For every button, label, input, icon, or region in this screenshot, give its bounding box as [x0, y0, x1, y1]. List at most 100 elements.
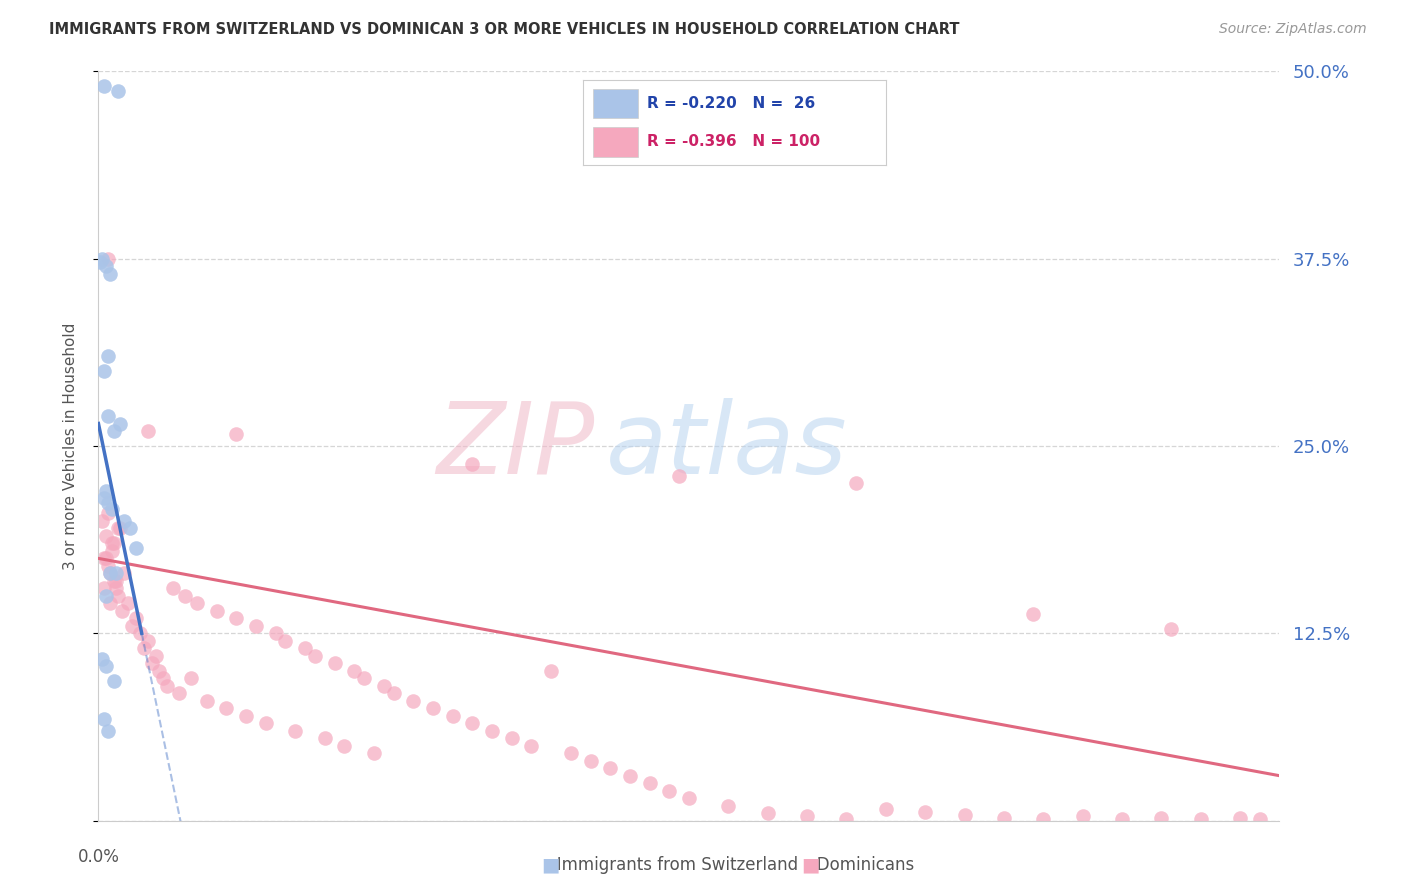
- Point: [343, 664, 366, 678]
- Point: [304, 648, 326, 663]
- Point: [245, 619, 267, 633]
- Point: [205, 604, 228, 618]
- Point: [97, 507, 120, 521]
- Point: [461, 716, 484, 731]
- Point: [125, 611, 148, 625]
- Point: [284, 723, 307, 738]
- Point: [658, 783, 681, 797]
- Point: [125, 541, 148, 555]
- Point: [97, 496, 120, 510]
- Point: [180, 671, 202, 685]
- Point: [132, 641, 155, 656]
- Point: [579, 754, 602, 768]
- Text: atlas: atlas: [606, 398, 848, 494]
- Point: [141, 657, 163, 671]
- Point: [98, 596, 121, 610]
- Point: [101, 544, 124, 558]
- Point: [156, 679, 179, 693]
- Point: [108, 521, 131, 535]
- Point: [294, 641, 316, 656]
- Point: [1071, 809, 1094, 823]
- Point: [91, 652, 114, 666]
- Point: [107, 521, 129, 535]
- Point: [93, 712, 115, 726]
- Point: [103, 536, 125, 550]
- Point: [98, 566, 121, 581]
- Point: [105, 582, 128, 596]
- Point: [107, 589, 129, 603]
- Point: [105, 574, 128, 588]
- Point: [101, 502, 124, 516]
- Point: [402, 694, 425, 708]
- Text: 0.0%: 0.0%: [77, 848, 120, 866]
- Point: [96, 589, 118, 603]
- Text: ■: ■: [541, 855, 560, 875]
- Point: [98, 566, 121, 581]
- Point: [117, 596, 139, 610]
- Point: [953, 807, 976, 822]
- Point: [91, 252, 114, 266]
- Point: [1249, 812, 1271, 826]
- Point: [333, 739, 356, 753]
- Point: [1111, 812, 1133, 826]
- Point: [97, 252, 120, 266]
- Point: [93, 582, 115, 596]
- Point: [717, 798, 740, 813]
- Point: [93, 79, 115, 94]
- Point: [264, 626, 287, 640]
- Point: [501, 731, 523, 746]
- Point: [195, 694, 218, 708]
- Y-axis label: 3 or more Vehicles in Household: 3 or more Vehicles in Household: [63, 322, 77, 570]
- Point: [186, 596, 208, 610]
- Point: [118, 521, 141, 535]
- Point: [215, 701, 238, 715]
- Point: [1229, 811, 1251, 825]
- Text: IMMIGRANTS FROM SWITZERLAND VS DOMINICAN 3 OR MORE VEHICLES IN HOUSEHOLD CORRELA: IMMIGRANTS FROM SWITZERLAND VS DOMINICAN…: [49, 22, 960, 37]
- Point: [93, 491, 115, 506]
- Point: [363, 746, 385, 760]
- Text: Immigrants from Switzerland: Immigrants from Switzerland: [541, 856, 799, 874]
- Point: [481, 723, 503, 738]
- Point: [796, 809, 818, 823]
- FancyBboxPatch shape: [592, 89, 638, 119]
- Point: [560, 746, 582, 760]
- Point: [136, 424, 159, 438]
- Point: [1032, 812, 1054, 826]
- Point: [520, 739, 543, 753]
- Text: ■: ■: [801, 855, 820, 875]
- Point: [1150, 811, 1173, 825]
- Point: [1160, 622, 1182, 636]
- Point: [235, 708, 257, 723]
- Point: [93, 364, 115, 378]
- Point: [678, 791, 700, 805]
- Point: [103, 574, 125, 588]
- Point: [225, 611, 247, 625]
- Point: [105, 566, 128, 581]
- Point: [382, 686, 405, 700]
- Point: [174, 589, 197, 603]
- Point: [97, 409, 120, 423]
- Point: [993, 811, 1015, 825]
- Point: [93, 551, 115, 566]
- Point: [96, 659, 118, 673]
- Point: [668, 469, 690, 483]
- Text: R = -0.396   N = 100: R = -0.396 N = 100: [647, 134, 820, 149]
- Text: ZIP: ZIP: [436, 398, 595, 494]
- Point: [373, 679, 395, 693]
- Point: [98, 267, 121, 281]
- Point: [91, 514, 114, 528]
- Point: [461, 457, 484, 471]
- Point: [96, 529, 118, 543]
- Point: [97, 349, 120, 363]
- Point: [148, 664, 170, 678]
- Text: Dominicans: Dominicans: [801, 856, 915, 874]
- Point: [1189, 812, 1212, 826]
- Point: [638, 776, 661, 790]
- Point: [103, 674, 125, 689]
- Point: [97, 558, 120, 573]
- Point: [1022, 607, 1045, 621]
- Point: [914, 805, 936, 819]
- Point: [145, 648, 167, 663]
- Text: R = -0.220   N =  26: R = -0.220 N = 26: [647, 96, 815, 112]
- Point: [101, 536, 124, 550]
